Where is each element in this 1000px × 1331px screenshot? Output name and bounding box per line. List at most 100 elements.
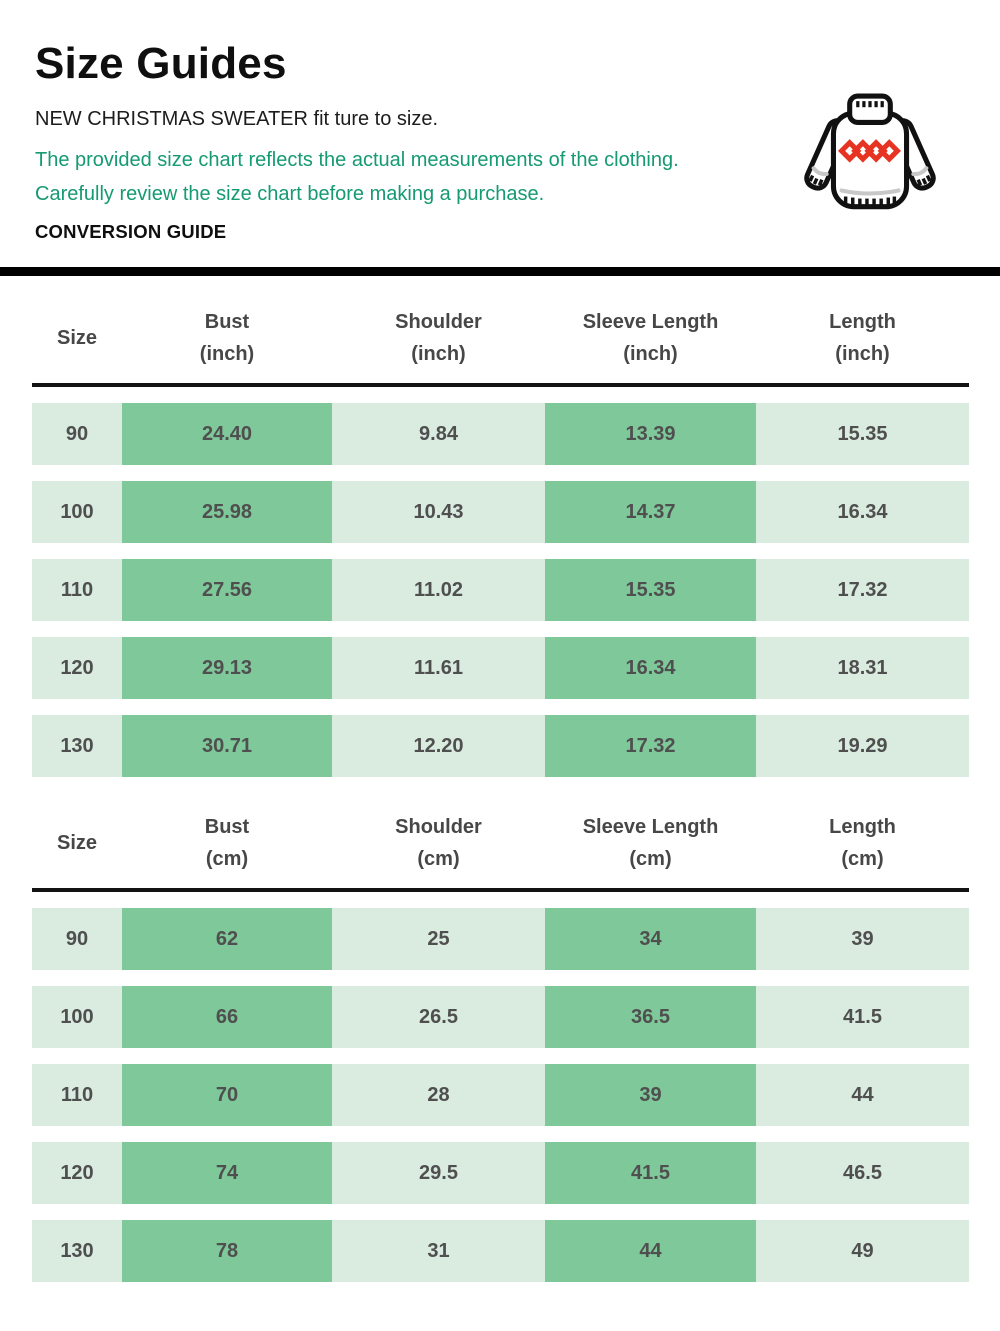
cell-sleeve-length: 44 bbox=[545, 1220, 756, 1282]
cell-size: 110 bbox=[32, 559, 122, 621]
cell-length: 19.29 bbox=[756, 715, 969, 777]
cell-sleeve-length: 13.39 bbox=[545, 403, 756, 465]
cell-shoulder: 29.5 bbox=[332, 1142, 545, 1204]
column-header-size: Size bbox=[32, 811, 122, 875]
cell-length: 39 bbox=[756, 908, 969, 970]
table-row: 110 27.56 11.02 15.35 17.32 bbox=[32, 559, 969, 621]
column-header-sleeve-length: Sleeve Length (inch) bbox=[545, 306, 756, 370]
header-label: Shoulder bbox=[395, 311, 482, 333]
header-unit: (inch) bbox=[623, 343, 678, 365]
header-label: Bust bbox=[204, 311, 250, 333]
header-underline bbox=[32, 888, 969, 892]
cell-bust: 27.56 bbox=[122, 559, 332, 621]
cell-sleeve-length: 16.34 bbox=[545, 637, 756, 699]
header-label: Sleeve Length bbox=[582, 311, 719, 333]
column-header-size: Size bbox=[32, 306, 122, 370]
cell-shoulder: 9.84 bbox=[332, 403, 545, 465]
cell-bust: 74 bbox=[122, 1142, 332, 1204]
cell-bust: 29.13 bbox=[122, 637, 332, 699]
cell-sleeve-length: 17.32 bbox=[545, 715, 756, 777]
measurement-note: The provided size chart reflects the act… bbox=[35, 149, 679, 205]
cell-shoulder: 25 bbox=[332, 908, 545, 970]
header-unit: (inch) bbox=[411, 343, 466, 365]
header-label: Length bbox=[829, 311, 896, 333]
cell-bust: 70 bbox=[122, 1064, 332, 1126]
size-tables: Size Bust (inch) Shoulder (inch) Sleeve … bbox=[0, 276, 1000, 1282]
cell-shoulder: 10.43 bbox=[332, 481, 545, 543]
cell-length: 17.32 bbox=[756, 559, 969, 621]
header-unit: (cm) bbox=[205, 848, 249, 870]
cell-length: 46.5 bbox=[756, 1142, 969, 1204]
cell-length: 49 bbox=[756, 1220, 969, 1282]
column-header-length: Length (inch) bbox=[756, 306, 969, 370]
cell-size: 120 bbox=[32, 637, 122, 699]
cell-size: 120 bbox=[32, 1142, 122, 1204]
size-table-inch: Size Bust (inch) Shoulder (inch) Sleeve … bbox=[32, 276, 969, 777]
table-header-row: Size Bust (cm) Shoulder (cm) Sleeve Leng… bbox=[32, 777, 969, 875]
header-unit: (cm) bbox=[841, 848, 884, 870]
cell-shoulder: 26.5 bbox=[332, 986, 545, 1048]
cell-sleeve-length: 36.5 bbox=[545, 986, 756, 1048]
cell-length: 44 bbox=[756, 1064, 969, 1126]
table-row: 90 62 25 34 39 bbox=[32, 908, 969, 970]
column-header-bust: Bust (cm) bbox=[122, 811, 332, 875]
table-row: 110 70 28 39 44 bbox=[32, 1064, 969, 1126]
cell-shoulder: 11.02 bbox=[332, 559, 545, 621]
cell-length: 41.5 bbox=[756, 986, 969, 1048]
header-unit: (inch) bbox=[835, 343, 890, 365]
column-header-bust: Bust (inch) bbox=[122, 306, 332, 370]
conversion-guide-label: CONVERSION GUIDE bbox=[35, 221, 227, 242]
table-row: 130 30.71 12.20 17.32 19.29 bbox=[32, 715, 969, 777]
cell-bust: 66 bbox=[122, 986, 332, 1048]
cell-shoulder: 12.20 bbox=[332, 715, 545, 777]
cell-size: 110 bbox=[32, 1064, 122, 1126]
table-row: 100 66 26.5 36.5 41.5 bbox=[32, 986, 969, 1048]
column-header-shoulder: Shoulder (inch) bbox=[332, 306, 545, 370]
section-divider bbox=[0, 267, 1000, 276]
cell-size: 130 bbox=[32, 715, 122, 777]
christmas-sweater-icon bbox=[803, 93, 937, 227]
header-label: Size bbox=[56, 327, 98, 349]
table-row: 120 74 29.5 41.5 46.5 bbox=[32, 1142, 969, 1204]
header-label: Size bbox=[56, 832, 98, 854]
header-unit: (cm) bbox=[417, 848, 460, 870]
header-label: Sleeve Length bbox=[582, 816, 719, 838]
cell-sleeve-length: 34 bbox=[545, 908, 756, 970]
cell-sleeve-length: 15.35 bbox=[545, 559, 756, 621]
page-header: Size Guides NEW CHRISTMAS SWEATER fit tu… bbox=[0, 0, 1000, 244]
header-unit: (inch) bbox=[199, 343, 255, 365]
column-header-shoulder: Shoulder (cm) bbox=[332, 811, 545, 875]
size-table-cm: Size Bust (cm) Shoulder (cm) Sleeve Leng… bbox=[32, 777, 969, 1282]
cell-length: 18.31 bbox=[756, 637, 969, 699]
cell-shoulder: 11.61 bbox=[332, 637, 545, 699]
cell-sleeve-length: 14.37 bbox=[545, 481, 756, 543]
table-header-row: Size Bust (inch) Shoulder (inch) Sleeve … bbox=[32, 276, 969, 370]
cell-size: 100 bbox=[32, 986, 122, 1048]
cell-size: 90 bbox=[32, 403, 122, 465]
cell-size: 90 bbox=[32, 908, 122, 970]
header-underline bbox=[32, 383, 969, 387]
cell-bust: 78 bbox=[122, 1220, 332, 1282]
header-label: Length bbox=[829, 816, 896, 838]
table-row: 100 25.98 10.43 14.37 16.34 bbox=[32, 481, 969, 543]
cell-length: 16.34 bbox=[756, 481, 969, 543]
header-label: Bust bbox=[204, 816, 250, 838]
cell-sleeve-length: 41.5 bbox=[545, 1142, 756, 1204]
column-header-sleeve-length: Sleeve Length (cm) bbox=[545, 811, 756, 875]
cell-shoulder: 28 bbox=[332, 1064, 545, 1126]
header-unit: (cm) bbox=[629, 848, 672, 870]
table-row: 130 78 31 44 49 bbox=[32, 1220, 969, 1282]
page-title: Size Guides bbox=[35, 39, 287, 88]
fit-note: NEW CHRISTMAS SWEATER fit ture to size. bbox=[35, 108, 439, 130]
header-label: Shoulder bbox=[395, 816, 482, 838]
cell-bust: 25.98 bbox=[122, 481, 332, 543]
cell-bust: 62 bbox=[122, 908, 332, 970]
table-row: 120 29.13 11.61 16.34 18.31 bbox=[32, 637, 969, 699]
cell-bust: 30.71 bbox=[122, 715, 332, 777]
table-row: 90 24.40 9.84 13.39 15.35 bbox=[32, 403, 969, 465]
cell-sleeve-length: 39 bbox=[545, 1064, 756, 1126]
cell-size: 130 bbox=[32, 1220, 122, 1282]
cell-length: 15.35 bbox=[756, 403, 969, 465]
cell-bust: 24.40 bbox=[122, 403, 332, 465]
